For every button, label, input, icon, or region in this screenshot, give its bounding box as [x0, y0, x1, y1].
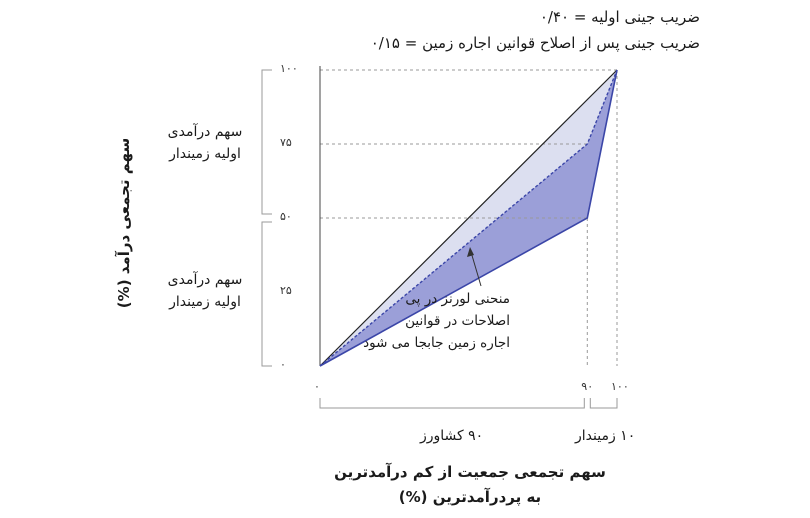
farmers-bracket	[319, 398, 585, 409]
x-axis-label: سهم تجمعی جمعیت از کم درآمدترین به پردرآ…	[290, 460, 650, 510]
lorenz-annotation: منحنی لورنز در پی اصلاحات در قوانین اجار…	[363, 288, 510, 354]
annotation-line-2: اصلاحات در قوانین	[405, 313, 510, 329]
gini-after-label: ضریب جینی پس از اصلاح قوانین اجاره زمین …	[370, 34, 700, 52]
farmers-group-label: ۹۰ کشاورز	[420, 428, 484, 444]
lower-share-bracket	[261, 221, 272, 367]
lower-share-label: سهم درآمدی اولیه زمیندار	[140, 269, 270, 313]
y-tick-label: ۲۵	[280, 284, 292, 297]
y-tick-label: ۵۰	[280, 210, 292, 223]
gini-initial-label: ضریب جینی اولیه = ۰/۴۰	[539, 8, 700, 26]
y-axis-label: سهم تجمعی درآمد (%)	[115, 137, 133, 309]
x-axis-label-line-1: سهم تجمعی جمعیت از کم درآمدترین	[334, 463, 606, 481]
after-reform-lorenz-curve	[319, 69, 618, 367]
x-tick-label: ۹۰	[581, 380, 594, 393]
upper-share-label: سهم درآمدی اولیه زمیندار	[140, 121, 270, 165]
annotation-arrow-head	[467, 247, 474, 257]
upper-share-line-1: سهم درآمدی	[167, 124, 243, 140]
equality-line	[319, 69, 618, 367]
annotation-line-1: منحنی لورنز در پی	[405, 291, 510, 307]
lower-share-line-1: سهم درآمدی	[167, 272, 243, 288]
x-tick-label: ۱۰۰	[611, 380, 629, 393]
x-axis-label-line-2: به پردرآمدترین (%)	[398, 488, 542, 506]
upper-share-line-2: اولیه زمیندار	[169, 146, 241, 162]
initial-inequality-area	[320, 70, 617, 366]
y-tick-label: ۷۵	[280, 136, 292, 149]
landlords-bracket	[589, 398, 618, 409]
annotation-arrow-shaft	[470, 251, 482, 287]
x-tick-label: ۰	[314, 380, 320, 393]
lower-share-line-2: اولیه زمیندار	[169, 294, 241, 310]
y-tick-label: ۱۰۰	[280, 62, 298, 75]
initial-lorenz-curve	[319, 69, 618, 367]
upper-share-bracket	[261, 69, 272, 215]
y-tick-label: ۰	[280, 358, 286, 371]
landlords-group-label: ۱۰ زمیندار	[575, 428, 636, 444]
annotation-line-3: اجاره زمین جابجا می شود	[363, 335, 510, 351]
